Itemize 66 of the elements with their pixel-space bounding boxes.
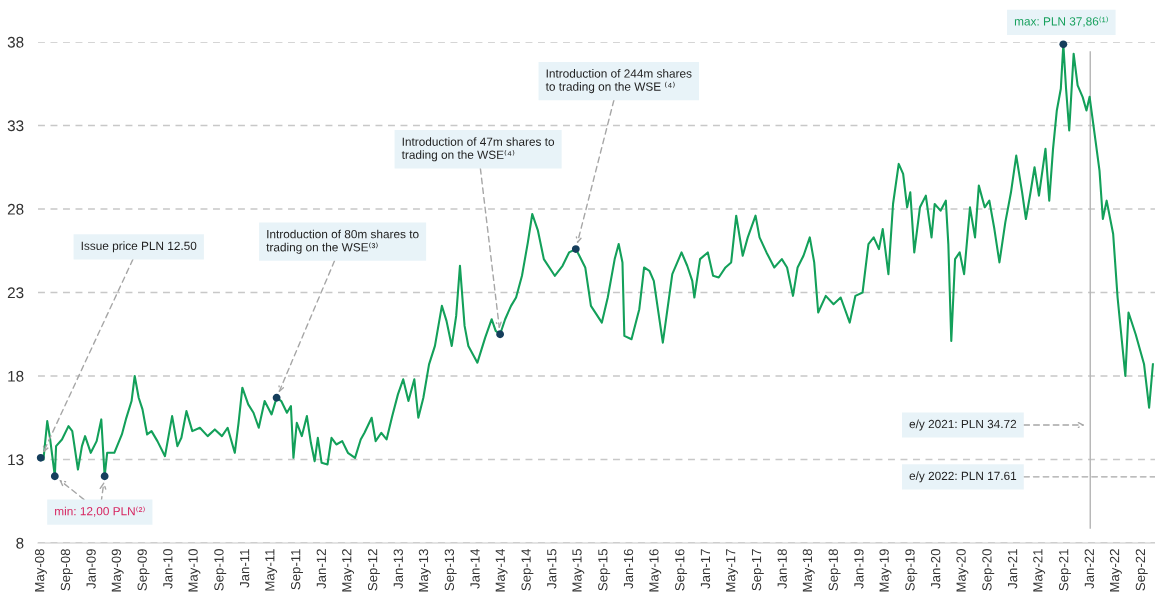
point (100, 472, 109, 481)
x-tick-label: May-08 (34, 549, 47, 592)
ref-line-label: e/y 2021: PLN 34.72 (909, 419, 1017, 431)
x-tick-label: Jan-20 (930, 549, 941, 589)
x-tick-label: Sep-20 (982, 549, 995, 591)
x-tick-label: May-15 (572, 549, 585, 592)
x-tick-label: May-21 (1033, 549, 1046, 592)
y-tick-label: 28 (7, 203, 24, 215)
x-tick-label: Sep-21 (1059, 549, 1071, 591)
y-tick-label: 23 (7, 287, 24, 299)
x-tick-label: May-19 (879, 549, 892, 592)
x-tick-label: Jan-14 (470, 548, 480, 589)
annotation: Issue price PLN 12.50 (81, 241, 197, 253)
x-tick-label: Jan-09 (86, 549, 96, 589)
x-tick-label: May-09 (111, 549, 124, 592)
y-tick-label: 8 (16, 537, 24, 549)
x-tick-label: Sep-17 (751, 549, 764, 591)
annotation: Introduction of 244m shares to trading on the WSE ⁽⁴⁾ (545, 69, 692, 94)
x-tick-label: May-16 (649, 549, 662, 592)
x-tick-label: May-12 (342, 549, 355, 592)
x-tick-label: May-20 (956, 549, 969, 592)
point (272, 393, 281, 402)
point (571, 245, 580, 254)
x-tick-label: Jan-15 (547, 549, 557, 589)
x-tick-label: Jan-18 (777, 549, 787, 589)
point (1059, 40, 1068, 49)
x-tick-label: Jan-17 (700, 549, 711, 589)
annotation: min: 12,00 PLN⁽²⁾ (55, 506, 145, 517)
x-tick-label: Jan-16 (623, 549, 634, 589)
x-tick-label: May-11 (265, 549, 278, 591)
x-tick-label: May-22 (1109, 549, 1122, 592)
annotation: Introduction of 47m shares to trading on the WSE⁽⁴⁾ (401, 137, 555, 162)
y-tick-label: 13 (8, 454, 24, 466)
x-tick-label: Jan-13 (393, 549, 403, 589)
x-tick-label: Sep-15 (598, 549, 611, 591)
x-tick-label: Sep-10 (214, 549, 227, 591)
point (36, 453, 45, 462)
x-tick-label: Sep-16 (675, 549, 688, 591)
x-tick-label: May-10 (188, 549, 201, 592)
annotation: max: PLN 37,86⁽¹⁾ (1014, 16, 1108, 27)
x-tick-label: Sep-18 (828, 549, 841, 591)
x-tick-label: Jan-19 (854, 549, 864, 589)
x-tick-label: Jan-10 (163, 549, 173, 589)
x-tick-label: Sep-08 (60, 549, 73, 591)
x-tick-label: May-13 (418, 549, 431, 592)
x-tick-label: Jan-21 (1007, 549, 1018, 589)
x-tick-label: May-18 (802, 549, 815, 592)
x-tick-label: Sep-13 (444, 549, 457, 591)
x-tick-label: Jan-11 (240, 549, 250, 588)
annotation: Introduction of 80m shares to trading on the WSE⁽³⁾ (266, 229, 419, 254)
annotation: e/y 2022: PLN 17.61 (909, 471, 1017, 483)
x-tick-label: May-17 (726, 549, 738, 592)
x-tick-label: Sep-19 (905, 549, 918, 591)
x-tick-label: Jan-22 (1084, 549, 1094, 589)
x-tick-label: Jan-12 (316, 549, 326, 589)
y-tick-label: 18 (8, 370, 24, 382)
x-tick-label: Sep-22 (1135, 549, 1148, 591)
x-tick-label: Sep-11 (291, 549, 303, 590)
y-tick-label: 33 (7, 120, 24, 132)
x-tick-label: Sep-14 (521, 548, 534, 591)
x-tick-label: Sep-09 (137, 549, 150, 591)
x-tick-label: May-14 (495, 548, 508, 592)
y-tick-label: 38 (7, 36, 24, 48)
point (50, 472, 59, 481)
point (496, 330, 505, 339)
x-tick-label: Sep-12 (367, 549, 380, 591)
